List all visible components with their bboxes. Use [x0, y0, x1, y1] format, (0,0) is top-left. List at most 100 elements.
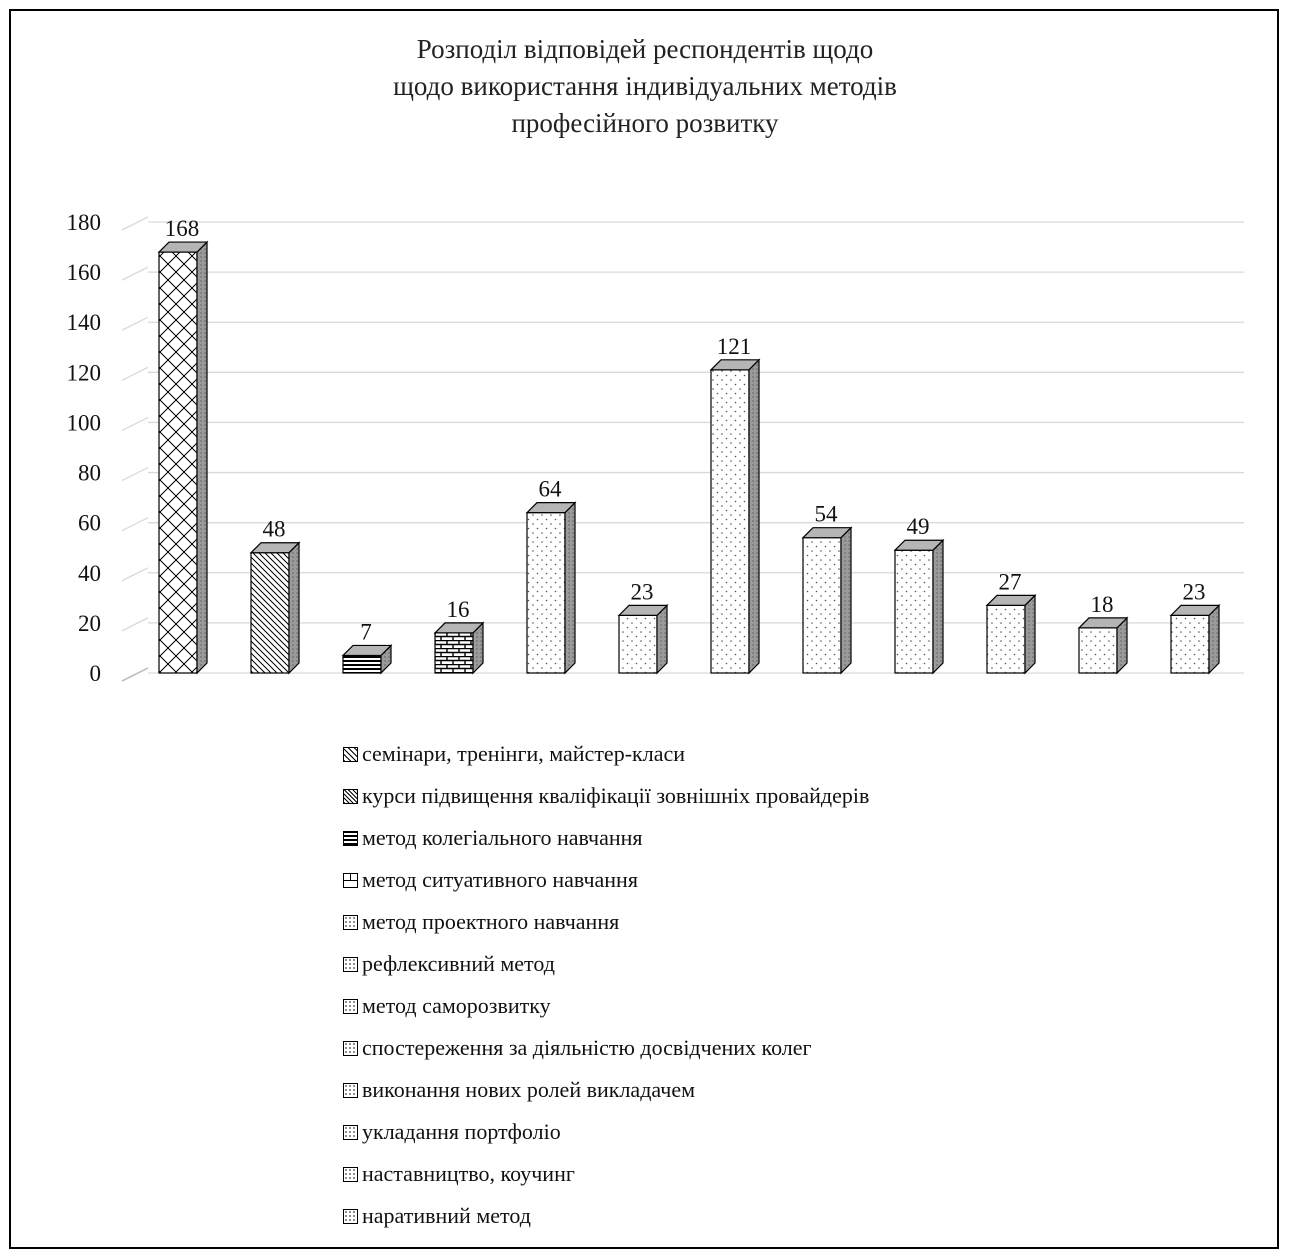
bar-front — [250, 552, 290, 674]
legend-swatch — [343, 872, 358, 888]
bar-front — [1078, 627, 1118, 674]
data-label: 54 — [815, 502, 839, 527]
chart-title-line: щодо використання індивідуальних методів — [393, 71, 897, 101]
legend-item: метод саморозвитку — [343, 985, 869, 1027]
bar-front — [618, 614, 658, 674]
y-tick-label: 140 — [67, 310, 102, 335]
legend-label: метод колегіального навчання — [362, 825, 643, 850]
bar-side — [656, 603, 668, 675]
bar — [801, 526, 853, 675]
bar-side — [196, 240, 208, 675]
legend-item: наративний метод — [343, 1195, 869, 1237]
bar-front — [526, 512, 566, 674]
legend-item: метод ситуативного навчання — [343, 859, 869, 901]
bar-chart: Розподіл відповідей респондентів щодо щод… — [67, 34, 1244, 686]
y-tick-label: 100 — [67, 410, 102, 435]
bar — [1169, 603, 1221, 675]
bar-side — [932, 538, 944, 675]
data-label: 121 — [717, 334, 752, 359]
legend-item: виконання нових ролей викладачем — [343, 1069, 869, 1111]
y-tick-label: 20 — [78, 611, 101, 636]
data-label: 64 — [539, 477, 563, 502]
bar-top — [157, 241, 209, 253]
data-labels: 168 48 7 16 64 23 121 54 49 27 18 23 — [165, 216, 1206, 644]
bar-top — [1169, 604, 1221, 616]
data-label: 23 — [1183, 579, 1206, 604]
bar-top — [341, 644, 393, 657]
legend-item: курси підвищення кваліфікації зовнішніх … — [343, 775, 869, 817]
bar-side — [840, 526, 852, 675]
gridline-depth — [121, 517, 149, 532]
data-label: 7 — [360, 619, 372, 644]
bar-front — [342, 654, 382, 674]
gridline-depth — [121, 366, 149, 381]
legend-swatch — [343, 914, 358, 930]
legend-item: семінари, тренінги, майстер-класи — [343, 733, 869, 775]
axis-depth-line — [121, 667, 149, 682]
legend-item: метод колегіального навчання — [343, 817, 869, 859]
bar-side — [1208, 603, 1220, 675]
bar-top — [893, 539, 945, 551]
bar — [893, 538, 945, 675]
bar — [985, 593, 1037, 675]
legend-label: укладання портфоліо — [362, 1119, 561, 1144]
legend: семінари, тренінги, майстер-класи курси п… — [343, 733, 869, 1237]
legend-label: виконання нових ролей викладачем — [362, 1077, 696, 1102]
legend-label: рефлексивний метод — [362, 951, 555, 976]
legend-label: наративний метод — [362, 1203, 531, 1228]
gridline-depth — [121, 617, 149, 632]
legend-item: рефлексивний метод — [343, 943, 869, 985]
data-label: 48 — [263, 517, 286, 542]
bar-side — [288, 541, 300, 675]
legend-item: наставництво, коучинг — [343, 1153, 869, 1195]
bar-front — [986, 604, 1026, 674]
chart-title: Розподіл відповідей респондентів щодо щод… — [393, 34, 897, 138]
legend-item: спостереження за діяльністю досвідчених … — [343, 1027, 869, 1069]
bar-front — [710, 369, 750, 674]
chart-gridlines — [121, 216, 1244, 682]
bar — [525, 501, 577, 675]
y-tick-label: 60 — [78, 511, 101, 536]
data-label: 16 — [447, 597, 470, 622]
bar-top — [525, 502, 577, 514]
legend-label: метод ситуативного навчання — [362, 867, 638, 892]
legend-label: метод саморозвитку — [362, 993, 551, 1018]
legend-swatch — [343, 1124, 358, 1140]
chart-title-line: Розподіл відповідей респондентів щодо — [417, 34, 874, 64]
bar-front — [1170, 614, 1210, 674]
data-label: 49 — [907, 514, 930, 539]
bar — [341, 644, 393, 675]
legend-swatch — [343, 1166, 358, 1182]
legend-swatch — [343, 788, 358, 804]
bar-top — [985, 594, 1037, 606]
y-axis: 0 20 40 60 80 100 120 140 160 180 — [67, 210, 102, 686]
y-tick-label: 120 — [67, 360, 102, 385]
bar — [249, 541, 301, 675]
gridline-depth — [121, 266, 149, 281]
legend-swatch — [343, 830, 358, 846]
legend-swatch — [343, 998, 358, 1014]
gridline-depth — [121, 316, 149, 331]
data-label: 168 — [165, 216, 200, 241]
gridline-depth — [121, 466, 149, 482]
data-label: 18 — [1091, 592, 1114, 617]
legend-item: укладання портфоліо — [343, 1111, 869, 1153]
chart-title-line: професійного розвитку — [511, 108, 779, 138]
bar-top — [1077, 617, 1129, 629]
bar — [433, 621, 485, 675]
y-tick-label: 80 — [78, 461, 101, 486]
legend-swatch — [343, 956, 358, 972]
bar — [709, 358, 761, 675]
bar-side — [564, 501, 576, 675]
legend-label: спостереження за діяльністю досвідчених … — [362, 1035, 812, 1060]
bars — [157, 240, 1221, 675]
data-label: 27 — [999, 569, 1022, 594]
gridline-depth — [121, 567, 149, 582]
legend-item: метод проектного навчання — [343, 901, 869, 943]
y-tick-label: 0 — [90, 661, 102, 686]
bar-top — [801, 527, 853, 539]
bar — [157, 240, 209, 675]
legend-swatch — [343, 1082, 358, 1098]
bar-side — [748, 358, 760, 675]
bar-front — [802, 537, 842, 674]
